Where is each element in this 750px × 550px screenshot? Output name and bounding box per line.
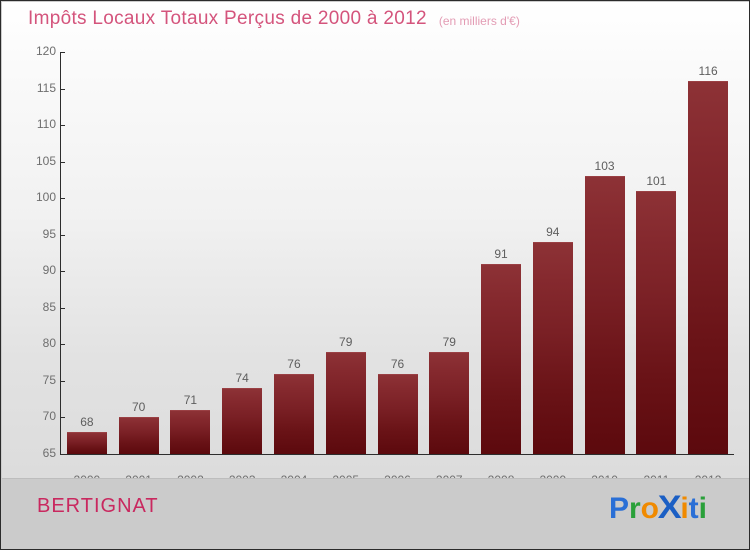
y-tick-label: 90 <box>42 263 56 278</box>
y-tick-mark <box>60 234 65 236</box>
bar-group[interactable]: 682000 <box>66 52 107 487</box>
bar-value-label: 70 <box>131 400 146 415</box>
footer-divider <box>2 478 749 479</box>
bar-value-label: 116 <box>698 64 718 79</box>
y-tick-mark <box>60 417 65 419</box>
y-tick-mark <box>60 380 65 382</box>
logo-letter: o <box>640 492 659 525</box>
bar-group[interactable]: 1032010 <box>584 52 625 487</box>
bar[interactable] <box>273 373 314 454</box>
bar-group[interactable]: 792005 <box>325 52 366 487</box>
bar[interactable] <box>325 351 366 454</box>
footer-bar: BERTIGNAT ProXiti <box>2 478 749 549</box>
y-tick-label: 75 <box>42 372 56 387</box>
bar[interactable] <box>584 176 625 454</box>
bar-group[interactable]: 702001 <box>118 52 159 487</box>
page-title: Impôts Locaux Totaux Perçus de 2000 à 20… <box>28 8 427 29</box>
bar[interactable] <box>429 351 470 454</box>
bar[interactable] <box>66 432 107 454</box>
bar-value-label: 68 <box>80 415 94 430</box>
y-tick-label: 80 <box>42 336 56 351</box>
y-tick-mark <box>60 52 65 53</box>
bar-group[interactable]: 912008 <box>481 52 522 487</box>
y-tick-label: 110 <box>36 117 56 132</box>
y-tick-mark <box>60 307 65 309</box>
bar-group[interactable]: 762006 <box>377 52 418 487</box>
y-tick-mark <box>60 454 65 455</box>
chart-header: Impôts Locaux Totaux Perçus de 2000 à 20… <box>2 2 749 36</box>
bar-group[interactable]: 792007 <box>429 52 470 487</box>
bar-value-label: 76 <box>287 356 301 371</box>
bar-value-label: 71 <box>183 393 198 408</box>
bar-group[interactable]: 712002 <box>170 52 211 487</box>
plot-area: 65 70 75 80 85 90 95 100 105 110 115 120 682000 7020… <box>2 36 749 487</box>
y-tick-mark <box>60 344 65 346</box>
bar[interactable] <box>532 242 573 454</box>
commune-name: BERTIGNAT <box>37 495 159 517</box>
y-tick-label: 85 <box>42 299 56 314</box>
bar[interactable] <box>222 388 263 454</box>
y-tick-label: 105 <box>35 153 56 168</box>
bar[interactable] <box>118 417 159 454</box>
bar-series: 682000 702001 712002 742003762004 792005 7620… <box>61 52 734 487</box>
y-tick-label: 115 <box>36 80 56 95</box>
bar-value-label: 74 <box>235 371 249 386</box>
y-tick-mark <box>60 125 65 127</box>
bar-group[interactable]: 1162012 <box>688 52 729 487</box>
bar-group[interactable]: 1012011 <box>636 52 677 487</box>
proxiti-logo[interactable]: ProXiti <box>609 490 707 526</box>
logo-letter: i <box>698 492 707 525</box>
bar[interactable] <box>377 373 418 454</box>
y-tick-mark <box>60 271 65 273</box>
bar-value-label: 101 <box>646 173 667 188</box>
bar[interactable] <box>688 81 729 454</box>
bar-value-label: 103 <box>594 159 615 174</box>
logo-letter: P <box>608 492 629 525</box>
y-tick-label: 120 <box>35 44 56 58</box>
bar-group[interactable]: 742003 <box>222 52 263 487</box>
y-tick-label: 70 <box>42 409 56 424</box>
y-tick-mark <box>60 198 65 200</box>
y-axis-line <box>60 52 61 454</box>
x-axis-line <box>60 454 734 455</box>
bar-value-label: 94 <box>546 225 560 240</box>
bar[interactable] <box>170 410 211 454</box>
bar-value-label: 79 <box>442 334 456 349</box>
bar-group[interactable]: 762004 <box>273 52 314 487</box>
bar-value-label: 79 <box>339 334 353 349</box>
bar-group[interactable]: 942009 <box>532 52 573 487</box>
y-tick-label: 95 <box>42 226 56 241</box>
chart-panel: Impôts Locaux Totaux Perçus de 2000 à 20… <box>2 2 749 487</box>
chart-subtitle: (en milliers d'€) <box>438 14 520 28</box>
bar[interactable] <box>481 263 522 454</box>
logo-letter: r <box>628 492 641 525</box>
y-tick-mark <box>60 88 65 90</box>
logo-letter: i <box>680 492 689 525</box>
y-tick-mark <box>60 161 65 163</box>
y-tick-label: 65 <box>42 446 56 460</box>
bar-value-label: 91 <box>494 246 508 261</box>
y-tick-label: 100 <box>35 190 56 205</box>
bar[interactable] <box>636 190 677 454</box>
logo-letter: X <box>657 489 682 525</box>
logo-letter: t <box>688 492 699 525</box>
bar-value-label: 76 <box>390 356 405 371</box>
